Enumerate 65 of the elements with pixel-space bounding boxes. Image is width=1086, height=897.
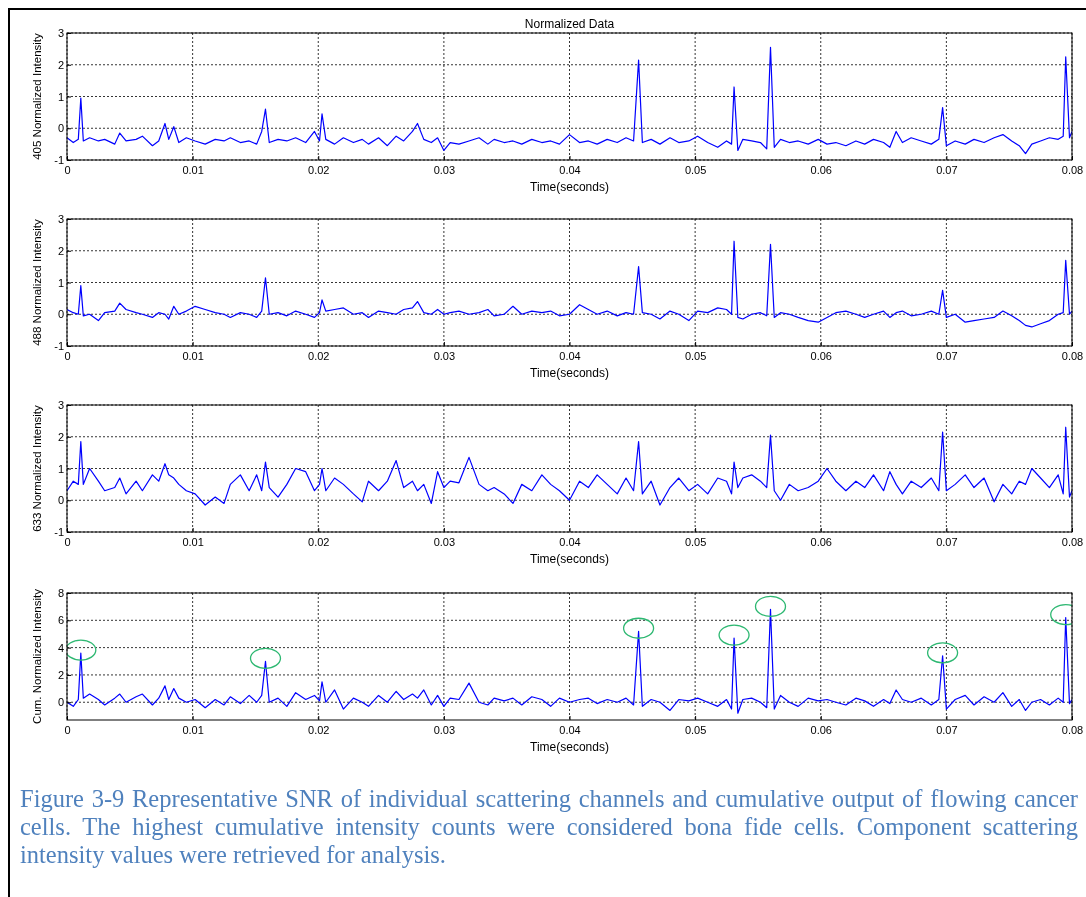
x-tick-label: 0.02 bbox=[308, 349, 330, 362]
y-axis-title: 488 Normalized Intensity bbox=[31, 218, 43, 346]
x-tick-label: 0.08 bbox=[1061, 723, 1084, 736]
y-tick-label: 3 bbox=[57, 213, 64, 226]
x-tick-label: 0.05 bbox=[684, 535, 707, 548]
y-tick-label: 2 bbox=[57, 668, 64, 681]
y-tick-label: 0 bbox=[57, 696, 64, 709]
y-tick-label: 0 bbox=[57, 308, 64, 321]
y-tick-label: 1 bbox=[57, 462, 64, 475]
y-axis-title: 633 Normalized Intensity bbox=[31, 404, 43, 532]
y-tick-label: 0 bbox=[57, 122, 64, 135]
y-tick-label: 0 bbox=[57, 494, 64, 507]
x-tick-label: 0.06 bbox=[810, 349, 832, 362]
x-tick-label: 0.06 bbox=[810, 723, 832, 736]
x-tick-label: 0.01 bbox=[182, 723, 204, 736]
x-tick-label: 0.02 bbox=[308, 535, 330, 548]
line-series bbox=[67, 46, 1072, 155]
x-tick-label: 0.03 bbox=[433, 535, 456, 548]
x-tick-label: 0.04 bbox=[559, 163, 581, 176]
y-tick-label: -1 bbox=[54, 340, 64, 353]
y-tick-label: 1 bbox=[57, 276, 64, 289]
y-axis-title: 405 Normalized Intensity bbox=[31, 32, 43, 160]
x-tick-label: 0.04 bbox=[559, 723, 581, 736]
y-tick-label: 2 bbox=[57, 430, 64, 443]
x-tick-label: 0.01 bbox=[182, 535, 204, 548]
x-tick-label: 0.07 bbox=[936, 163, 958, 176]
x-tick-label: 0.06 bbox=[810, 163, 832, 176]
line-series bbox=[67, 426, 1072, 506]
y-axis-title: Cum. Normalized Intensity bbox=[31, 588, 43, 724]
y-tick-label: 4 bbox=[57, 641, 64, 654]
caption: Figure 3-9 Representative SNR of individual scattering channels and cumulative output of flowing cancer cells. The highest cumulative intensity counts were considered bona fide cells. Component scattering intensity values were retrieved for analysis. bbox=[20, 785, 1078, 869]
x-tick-label: 0.03 bbox=[433, 349, 456, 362]
y-tick-label: 3 bbox=[57, 399, 64, 412]
line-series bbox=[67, 240, 1072, 328]
y-tick-label: 8 bbox=[57, 587, 64, 600]
x-tick-label: 0.05 bbox=[684, 163, 707, 176]
x-tick-label: 0.07 bbox=[936, 723, 958, 736]
x-tick-label: 0.04 bbox=[559, 535, 581, 548]
y-tick-label: 3 bbox=[57, 27, 64, 40]
y-tick-label: 2 bbox=[57, 244, 64, 257]
x-axis-title: Time(seconds) bbox=[530, 740, 609, 754]
x-tick-label: 0.06 bbox=[810, 535, 832, 548]
x-tick-label: 0.08 bbox=[1061, 349, 1084, 362]
x-tick-label: 0.01 bbox=[182, 163, 204, 176]
chart-title: Normalized Data bbox=[524, 17, 615, 31]
x-tick-label: 0.05 bbox=[684, 349, 707, 362]
x-tick-label: 0.02 bbox=[308, 723, 330, 736]
y-tick-label: -1 bbox=[54, 154, 64, 167]
y-tick-label: 6 bbox=[57, 614, 64, 627]
y-tick-label: 1 bbox=[57, 90, 64, 103]
x-tick-label: 0.07 bbox=[936, 535, 958, 548]
x-tick-label: 0.02 bbox=[308, 163, 330, 176]
y-tick-label: 2 bbox=[57, 58, 64, 71]
x-tick-label: 0.08 bbox=[1061, 535, 1084, 548]
x-axis-title: Time(seconds) bbox=[530, 180, 609, 194]
x-axis-title: Time(seconds) bbox=[530, 552, 609, 566]
x-tick-label: 0.03 bbox=[433, 723, 456, 736]
x-tick-label: 0.03 bbox=[433, 163, 456, 176]
x-tick-label: 0.07 bbox=[936, 349, 958, 362]
x-tick-label: 0.04 bbox=[559, 349, 581, 362]
x-tick-label: 0.08 bbox=[1061, 163, 1084, 176]
y-tick-label: -1 bbox=[54, 526, 64, 539]
x-tick-label: 0.01 bbox=[182, 349, 204, 362]
x-tick-label: 0.05 bbox=[684, 723, 707, 736]
x-axis-title: Time(seconds) bbox=[530, 366, 609, 380]
